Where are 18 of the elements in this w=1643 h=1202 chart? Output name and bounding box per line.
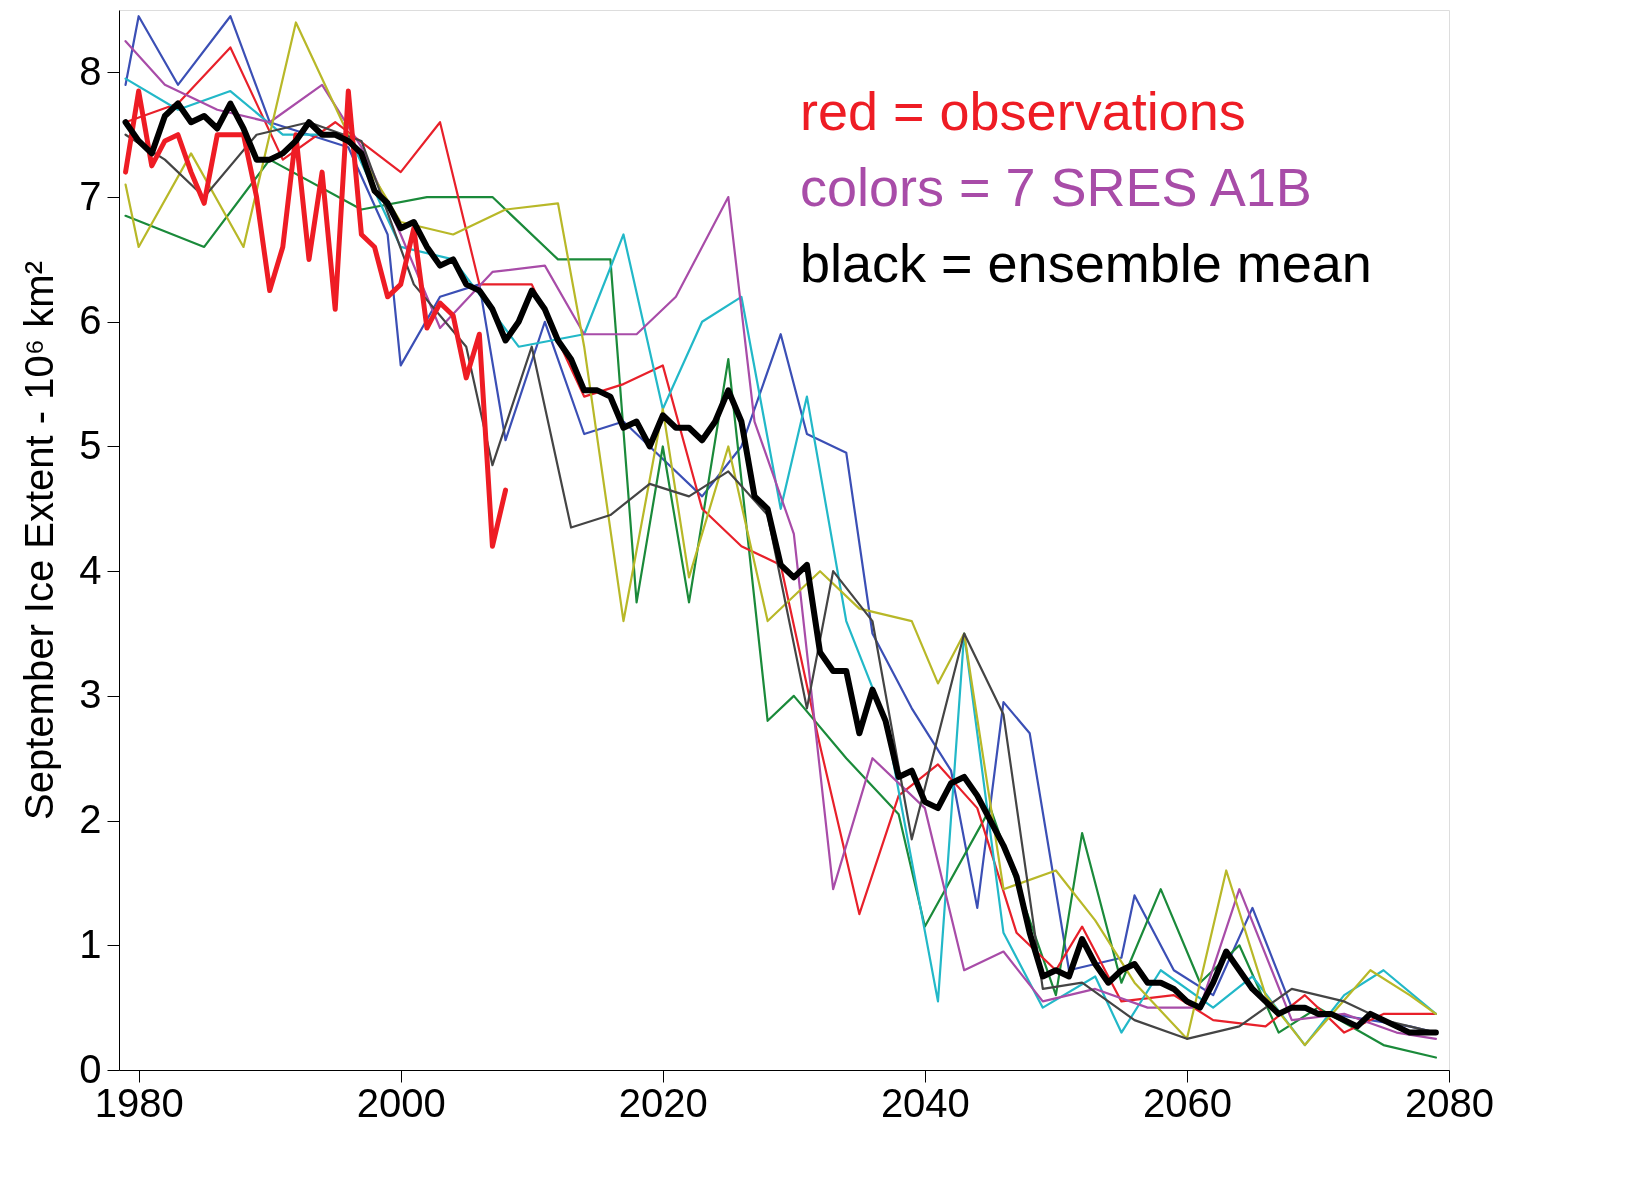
x-tick-label: 2020 <box>618 1080 708 1125</box>
x-tick-label: 2080 <box>1405 1080 1494 1125</box>
x-tick-label: 2040 <box>880 1080 970 1125</box>
y-tick-label: 7 <box>79 173 102 218</box>
y-tick-label: 4 <box>79 547 102 592</box>
x-tick-label: 2060 <box>1142 1080 1232 1125</box>
x-tick-label: 2000 <box>356 1080 446 1125</box>
y-tick-label: 2 <box>79 797 102 842</box>
y-tick-label: 0 <box>79 1046 102 1091</box>
y-axis-title: September Ice Extent - 10⁶ km² <box>17 261 62 820</box>
annotation: colors = 7 SRES A1B <box>799 157 1312 217</box>
annotation: black = ensemble mean <box>799 233 1372 293</box>
y-tick-label: 1 <box>79 921 102 966</box>
y-tick-label: 3 <box>79 672 102 717</box>
y-tick-label: 5 <box>79 422 102 467</box>
y-tick-label: 6 <box>79 298 102 343</box>
annotation: red = observations <box>799 81 1246 141</box>
y-tick-label: 8 <box>79 48 102 93</box>
